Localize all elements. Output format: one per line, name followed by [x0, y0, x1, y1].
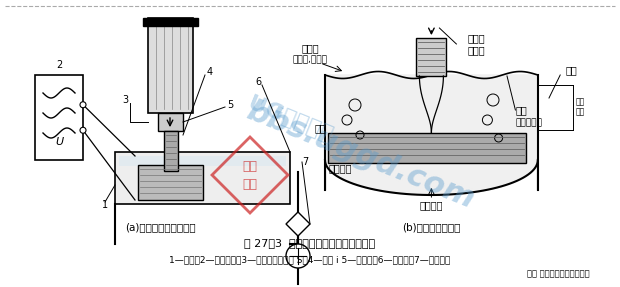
Text: 2: 2: [56, 60, 62, 70]
Text: 头条 ＠青华模具学院小欢欢: 头条 ＠青华模具学院小欢欢: [528, 269, 590, 278]
Text: 图 27－3  电火花成型加工原理的示意图: 图 27－3 电火花成型加工原理的示意图: [244, 238, 376, 248]
Text: 版权: 版权: [242, 160, 257, 172]
Text: 7: 7: [302, 157, 308, 167]
Text: 6: 6: [255, 77, 261, 87]
Text: 电极: 电极: [515, 105, 527, 115]
Bar: [119, 156, 286, 166]
Text: 放电液体: 放电液体: [328, 163, 352, 173]
Text: bbs.uggd.com: bbs.uggd.com: [242, 96, 478, 214]
Bar: [158, 113, 183, 131]
Bar: [143, 18, 198, 26]
Text: 4: 4: [207, 67, 213, 77]
Text: 放电
间隙: 放电 间隙: [576, 97, 585, 117]
Text: 主轴头: 主轴头: [467, 33, 485, 43]
Text: 工件: 工件: [314, 123, 326, 133]
Text: (b)放电状况微观图: (b)放电状况微观图: [402, 222, 461, 232]
Text: 送给量: 送给量: [467, 45, 485, 55]
Text: 般为正极）: 般为正极）: [515, 119, 542, 127]
Bar: [417, 38, 446, 76]
Bar: [138, 165, 203, 200]
Text: 1: 1: [102, 200, 108, 210]
Text: (a)电火花成型加工原理: (a)电火花成型加工原理: [125, 222, 195, 232]
Circle shape: [80, 127, 86, 133]
Text: 所有: 所有: [242, 177, 257, 191]
Text: U: U: [55, 137, 63, 147]
Text: 冲污进孔: 冲污进孔: [420, 200, 443, 210]
Text: 1—工件；2—脉冲电源；3—自动进给调节装 S；4—工具 i 5—工作液；6—过滤器）7—工作液泵: 1—工件；2—脉冲电源；3—自动进给调节装 S；4—工具 i 5—工作液；6—过…: [169, 255, 451, 264]
Text: 3: 3: [122, 95, 128, 105]
Bar: [164, 131, 178, 171]
Circle shape: [80, 102, 86, 108]
Polygon shape: [286, 212, 310, 236]
Text: （煤油,柴油）: （煤油,柴油）: [293, 55, 327, 65]
Text: 绝缘液: 绝缘液: [301, 43, 319, 53]
Bar: [148, 18, 193, 113]
Text: UG技术论坛: UG技术论坛: [245, 94, 335, 146]
Circle shape: [286, 244, 310, 268]
Bar: [328, 133, 526, 163]
Polygon shape: [325, 75, 538, 195]
Text: 5: 5: [227, 100, 233, 110]
Bar: [115, 152, 290, 204]
Text: 气泡: 气泡: [565, 65, 577, 75]
Bar: [35, 75, 83, 160]
